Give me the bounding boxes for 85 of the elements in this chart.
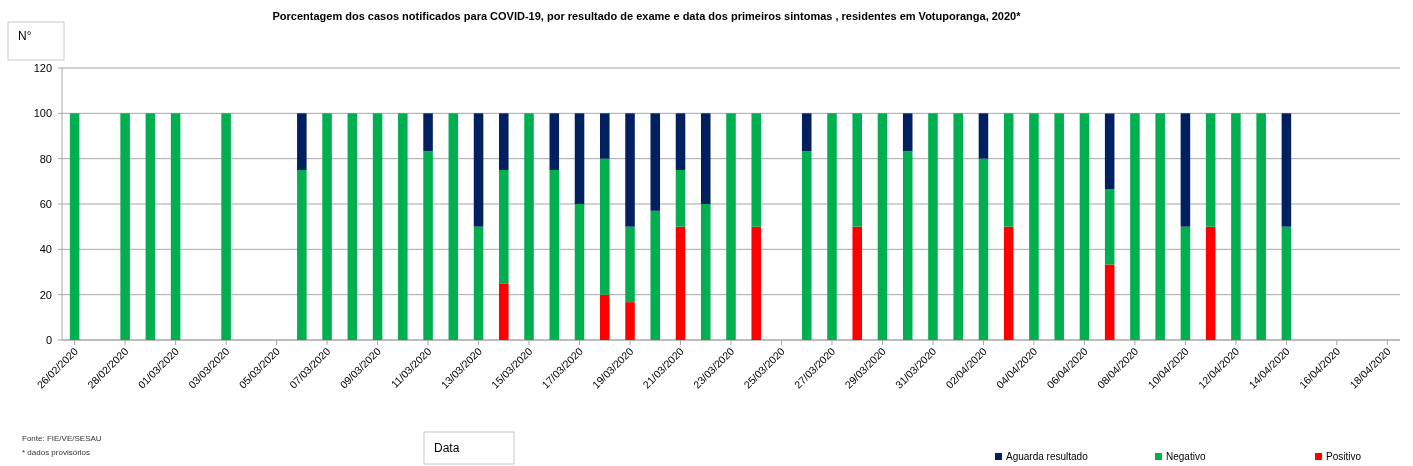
legend-label: Aguarda resultado <box>1006 451 1089 462</box>
bar <box>1054 113 1064 340</box>
bar <box>852 226 862 340</box>
bar <box>625 113 635 227</box>
bar <box>625 226 635 303</box>
source-note: Fonte: FIE/VE/SESAU <box>22 434 102 443</box>
bar <box>600 113 610 159</box>
bar <box>751 226 762 340</box>
bar <box>675 170 686 227</box>
bar <box>423 113 433 152</box>
bar <box>322 113 332 340</box>
bar <box>827 113 837 340</box>
bar <box>675 226 686 340</box>
bar <box>473 113 484 227</box>
bar <box>852 113 862 227</box>
bar <box>978 113 989 159</box>
bar <box>170 113 181 340</box>
legend-label: Negativo <box>1166 451 1206 462</box>
y-tick-label: 100 <box>33 107 52 120</box>
bar <box>473 226 484 340</box>
bar <box>1029 113 1039 340</box>
bar <box>801 113 812 152</box>
bar <box>1281 226 1292 340</box>
bar <box>1281 113 1292 227</box>
bar <box>120 113 130 340</box>
bar <box>877 113 888 340</box>
bar <box>1256 113 1266 340</box>
bar <box>1104 264 1115 340</box>
bar <box>625 302 635 340</box>
bar <box>1130 113 1140 340</box>
bar <box>928 113 938 340</box>
bar <box>700 113 711 204</box>
y-tick-label: 80 <box>39 152 52 165</box>
bar <box>1079 113 1090 340</box>
bar <box>574 204 585 340</box>
bar <box>902 113 913 152</box>
bar <box>1104 113 1115 190</box>
bar <box>751 113 762 227</box>
y-axis-title: N° <box>18 29 32 43</box>
y-tick-label: 60 <box>39 197 52 210</box>
bar <box>1205 226 1216 340</box>
y-tick-label: 120 <box>33 61 52 74</box>
bar <box>902 151 913 340</box>
bar <box>726 113 736 340</box>
y-tick-label: 40 <box>39 243 52 256</box>
bar <box>145 113 156 340</box>
bar <box>1155 113 1165 340</box>
bar <box>499 170 509 284</box>
bar <box>1003 113 1014 227</box>
bar <box>499 113 509 170</box>
bar <box>801 151 812 340</box>
x-axis-title: Data <box>434 441 460 455</box>
bar <box>1180 113 1191 227</box>
bar <box>499 283 509 340</box>
bar <box>423 151 433 340</box>
y-tick-label: 20 <box>39 288 52 301</box>
bar <box>650 113 661 211</box>
bar <box>978 158 989 340</box>
bar <box>600 294 610 340</box>
bar <box>524 113 534 340</box>
bar <box>69 113 80 340</box>
legend-label: Positivo <box>1326 451 1362 462</box>
bar <box>650 210 661 340</box>
bar <box>700 204 711 340</box>
bar <box>574 113 585 204</box>
bar <box>398 113 408 340</box>
bar <box>1104 189 1115 265</box>
bar <box>297 170 307 340</box>
bar <box>675 113 686 170</box>
bar <box>221 113 231 340</box>
bar <box>297 113 307 170</box>
bar <box>600 158 610 295</box>
bar <box>448 113 459 340</box>
bar <box>549 170 560 340</box>
chart-title: Porcentagem dos casos notificados para COVID-19, por resultado de exame e data dos primeiros sintomas , residentes em Votuporanga, 2020* <box>272 10 1022 22</box>
bar <box>1231 113 1241 340</box>
bar <box>953 113 963 340</box>
bar <box>549 113 560 170</box>
text: * dados provisórios <box>22 448 91 457</box>
bar <box>1180 226 1191 340</box>
bar <box>1205 113 1216 227</box>
bar <box>1003 226 1014 340</box>
bar <box>347 113 358 340</box>
y-tick-label: 0 <box>45 333 52 346</box>
bar <box>372 113 383 340</box>
